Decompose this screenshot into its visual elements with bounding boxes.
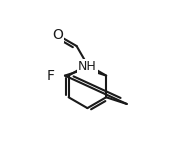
Text: F: F [46, 69, 54, 83]
Text: O: O [52, 28, 63, 42]
Text: NH: NH [78, 60, 96, 73]
